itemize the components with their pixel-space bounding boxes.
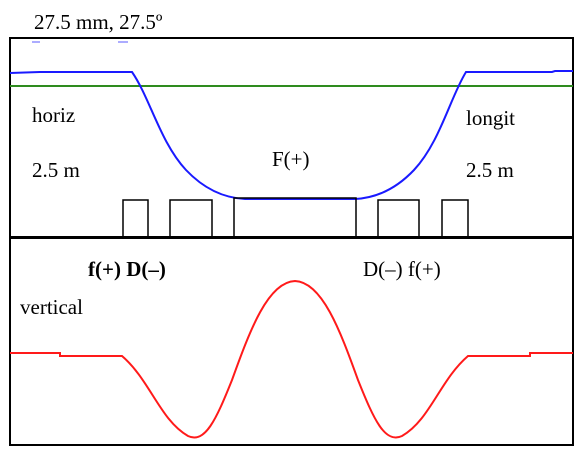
horiz-label: horiz (32, 103, 75, 127)
length-left-label: 2.5 m (32, 158, 80, 182)
right-lenses-label: D(–) f(+) (363, 257, 441, 281)
vertical-label: vertical (20, 295, 83, 319)
lens-elements (122, 197, 469, 236)
f-lens-right (441, 199, 469, 236)
center-lens-label: F(+) (272, 147, 310, 171)
vertical-curve (10, 279, 573, 439)
top-panel-frame (9, 37, 574, 238)
d-lens-left (169, 199, 213, 236)
title-text: 27.5 mm, 27.5º (34, 10, 163, 34)
left-lenses-label: f(+) D(–) (88, 257, 166, 281)
bottom-panel-frame (9, 237, 574, 446)
f-lens-left (122, 199, 149, 236)
length-right-label: 2.5 m (466, 158, 514, 182)
F-lens-center (233, 197, 357, 236)
longit-label: longit (466, 106, 515, 130)
horizontal-curve (9, 70, 573, 200)
d-lens-right (377, 199, 420, 236)
